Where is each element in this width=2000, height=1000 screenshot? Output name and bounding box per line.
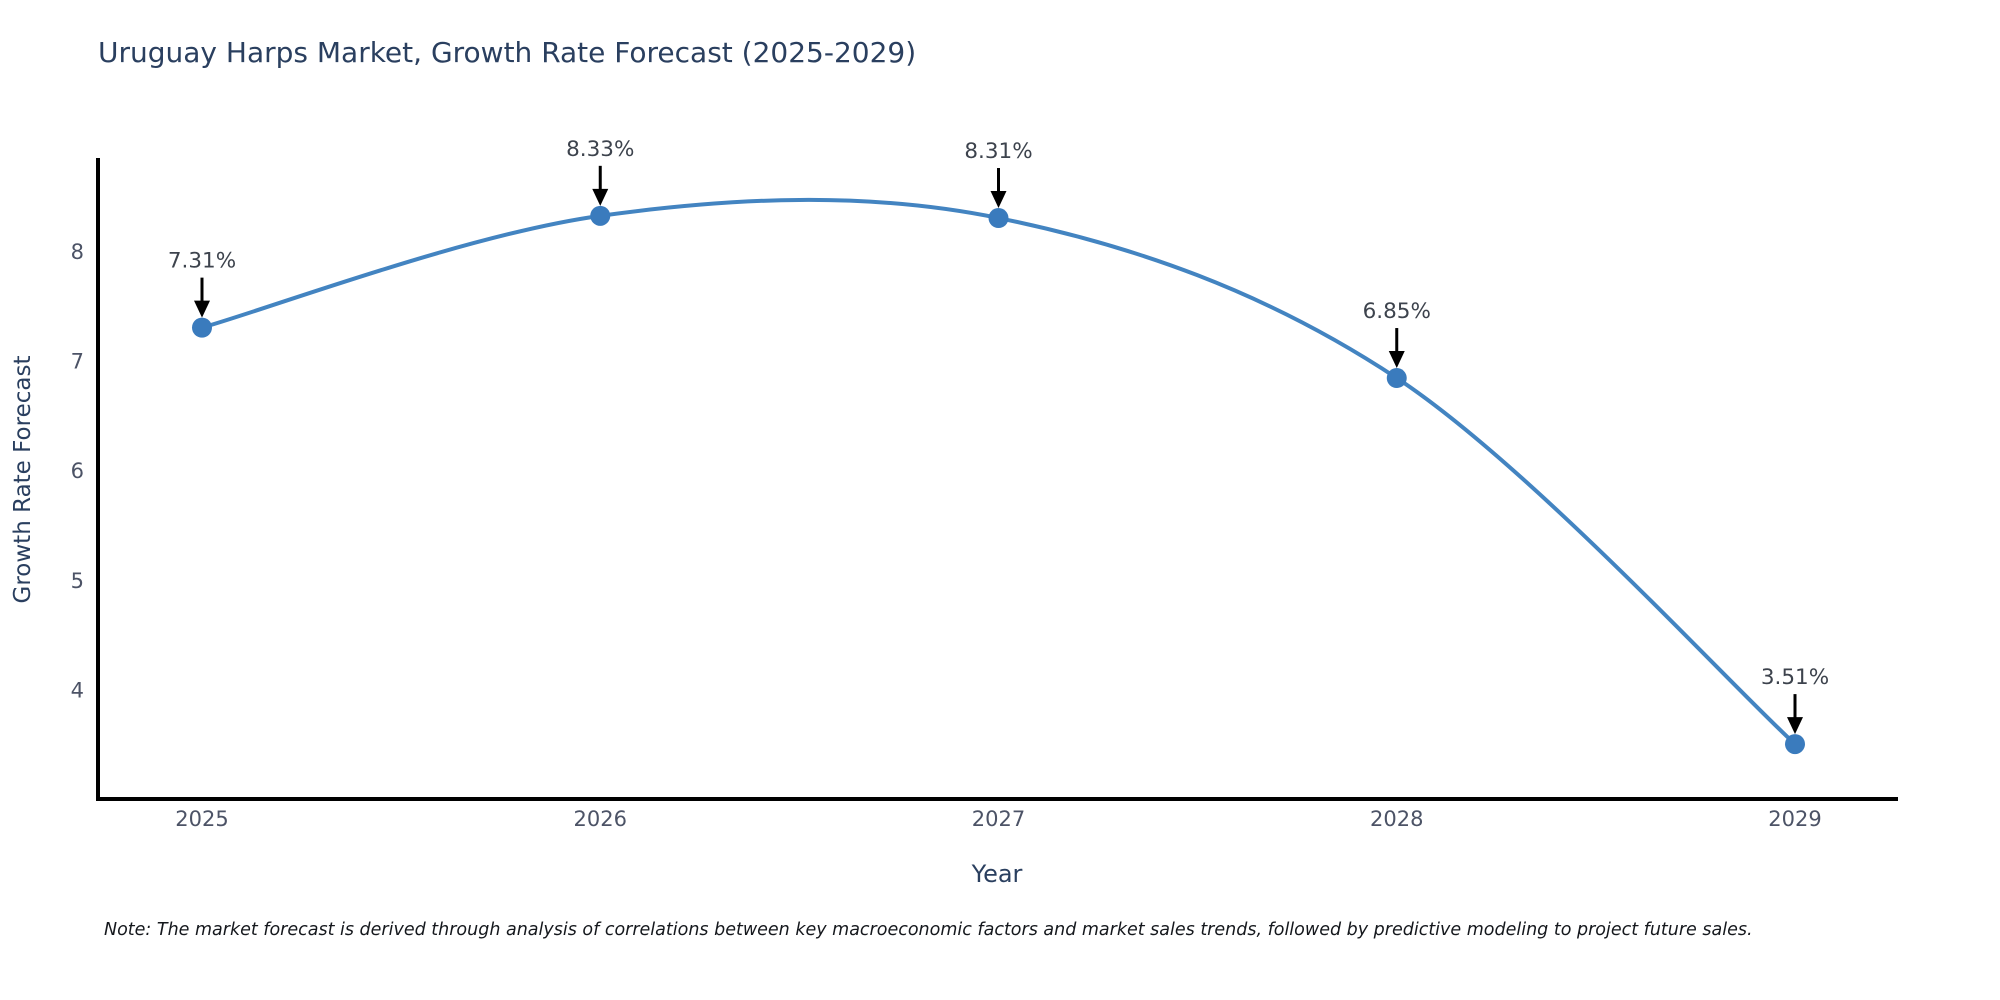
x-tick-label-2029: 2029 <box>1768 807 1821 831</box>
point-value-label-2029: 3.51% <box>1761 665 1829 690</box>
point-value-label-2027: 8.31% <box>964 139 1032 164</box>
point-value-label-2026: 8.33% <box>566 137 634 162</box>
annotation-arrowhead-icon <box>1787 717 1803 735</box>
annotation-arrowhead-icon <box>194 300 210 318</box>
annotation-arrowhead-icon <box>592 188 609 206</box>
data-point-2025[interactable] <box>192 317 212 338</box>
y-tick-label-5: 5 <box>71 569 84 593</box>
footnote: Note: The market forecast is derived thr… <box>104 920 1753 940</box>
point-value-label-2025: 7.31% <box>168 249 236 274</box>
y-tick-label-4: 4 <box>71 678 84 702</box>
y-axis-title: Growth Rate Forecast <box>10 356 36 604</box>
x-tick-label-2028: 2028 <box>1370 807 1423 831</box>
data-point-2026[interactable] <box>590 205 611 226</box>
y-tick-label-7: 7 <box>71 350 84 374</box>
point-value-label-2028: 6.85% <box>1363 299 1431 324</box>
forecast-line <box>201 197 1797 746</box>
data-point-2027[interactable] <box>988 208 1009 229</box>
annotation-arrowhead-icon <box>990 191 1007 209</box>
x-axis-title: Year <box>971 860 1023 888</box>
y-tick-label-8: 8 <box>71 240 84 264</box>
y-tick-label-6: 6 <box>71 459 84 483</box>
data-point-2028[interactable] <box>1386 368 1407 389</box>
annotation-arrowhead-icon <box>1388 351 1405 369</box>
chart-title: Uruguay Harps Market, Growth Rate Foreca… <box>98 36 917 69</box>
x-tick-label-2027: 2027 <box>972 807 1025 831</box>
data-point-2029[interactable] <box>1785 734 1805 755</box>
x-tick-label-2025: 2025 <box>175 807 228 831</box>
x-tick-label-2026: 2026 <box>574 807 627 831</box>
